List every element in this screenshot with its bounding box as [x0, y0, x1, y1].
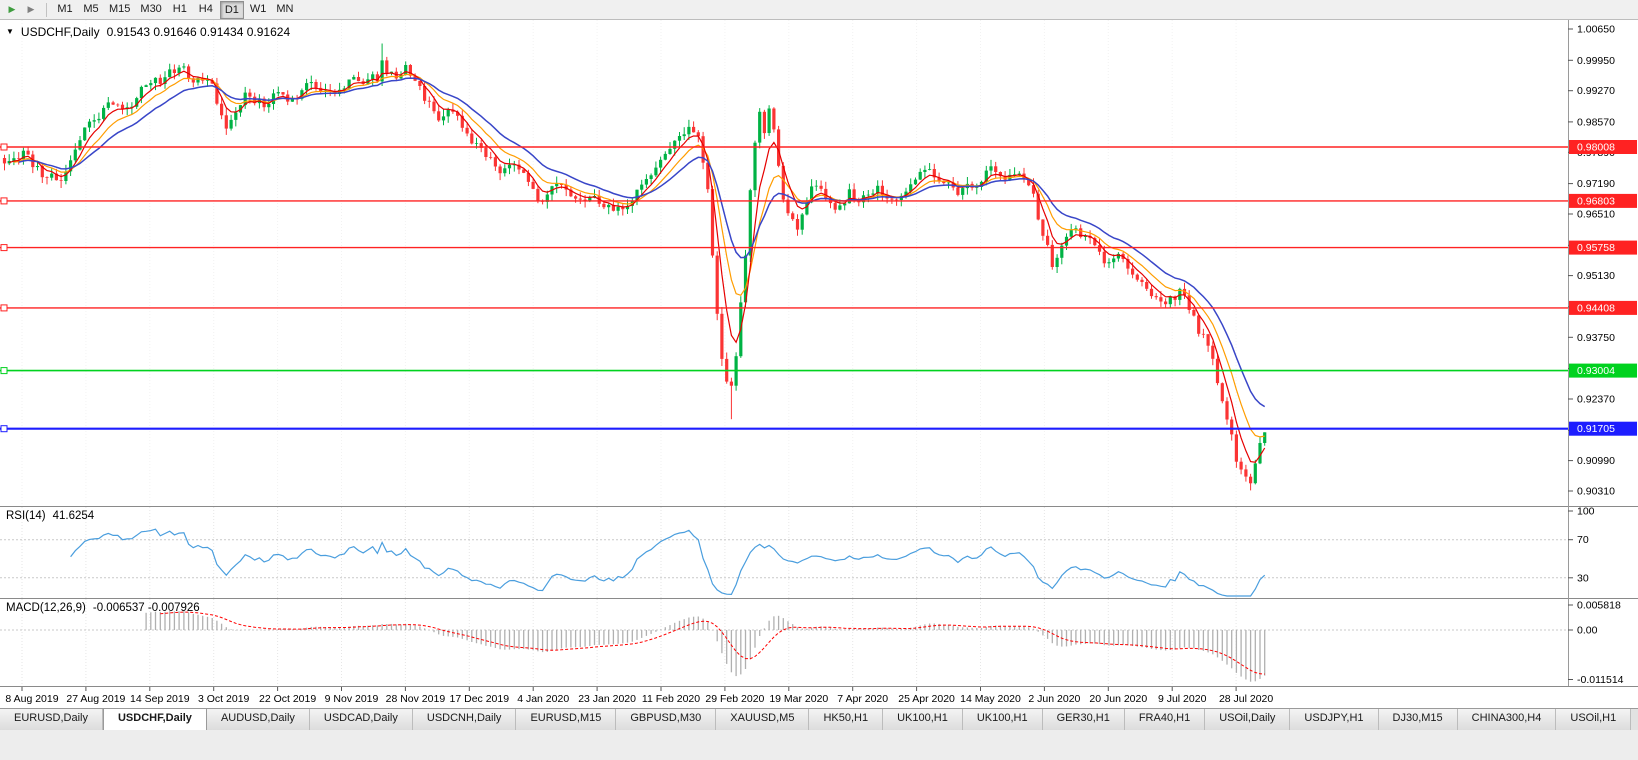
svg-text:0.97190: 0.97190 [1577, 178, 1615, 190]
svg-text:0.94408: 0.94408 [1577, 302, 1615, 314]
chart-tab-bar: EURUSD,Daily USDCHF,Daily AUDUSD,Daily USDC… [0, 708, 1638, 730]
svg-text:0.96510: 0.96510 [1577, 209, 1615, 221]
chart-tab-uk100-h1[interactable]: UK100,H1 [962, 709, 1043, 730]
timeframe-mn[interactable]: MN [276, 2, 294, 15]
macd-values: -0.006537 -0.007926 [92, 602, 200, 614]
svg-text:0.98008: 0.98008 [1577, 142, 1615, 154]
chart-tab-hk50-h1[interactable]: HK50,H1 [809, 709, 884, 730]
svg-text:3 Oct 2019: 3 Oct 2019 [198, 693, 250, 705]
svg-text:1.00650: 1.00650 [1577, 24, 1615, 36]
svg-text:28 Nov 2019: 28 Nov 2019 [386, 693, 446, 705]
timeframe-h1[interactable]: H1 [172, 2, 187, 15]
svg-text:0.00: 0.00 [1577, 625, 1598, 637]
chart-title: ▼ USDCHF,Daily 0.91543 0.91646 0.91434 0… [6, 25, 290, 39]
bottom-spacer [0, 730, 1638, 760]
chart-tab-eurusd-daily[interactable]: EURUSD,Daily [0, 709, 103, 730]
svg-text:0.93004: 0.93004 [1577, 365, 1615, 377]
svg-text:14 Sep 2019: 14 Sep 2019 [130, 693, 190, 705]
svg-text:4 Jan 2020: 4 Jan 2020 [517, 693, 569, 705]
svg-text:19 Mar 2020: 19 Mar 2020 [769, 693, 828, 705]
chart-tab-gbpusd-m30[interactable]: GBPUSD,M30 [616, 709, 717, 730]
collapse-chart-icon[interactable]: ▼ [6, 27, 14, 36]
chart-tab-usoil-h1[interactable]: USOil,H1 [1556, 709, 1632, 730]
candlestick-chart[interactable]: 1.006500.999500.992700.985700.978900.971… [0, 20, 1638, 506]
chart-tab-china300-h4[interactable]: CHINA300,H4 [1457, 709, 1557, 730]
time-axis[interactable]: 8 Aug 2019 27 Aug 2019 14 Sep 2019 3 Oct 20… [0, 686, 1638, 708]
auto-scroll-icon[interactable]: ▶ [8, 4, 16, 14]
timeframe-m5[interactable]: M5 [83, 2, 99, 15]
rsi-value: 41.6254 [52, 510, 95, 522]
chart-tab-xauusd-m5[interactable]: XAUUSD,M5 [716, 709, 810, 730]
chart-tab-audusd-daily[interactable]: AUDUSD,Daily [206, 709, 310, 730]
chart-tab-dj30-m15[interactable]: DJ30,M15 [1378, 709, 1458, 730]
svg-text:23 Jan 2020: 23 Jan 2020 [578, 693, 636, 705]
svg-text:-0.011514: -0.011514 [1577, 674, 1624, 686]
svg-text:28 Jul 2020: 28 Jul 2020 [1219, 693, 1273, 705]
svg-text:0.93750: 0.93750 [1577, 332, 1615, 344]
chart-symbol-period: USDCHF,Daily [20, 25, 100, 39]
chart-tab-usoil-daily[interactable]: USOil,Daily [1205, 709, 1291, 730]
main-chart-panel[interactable]: 1.006500.999500.992700.985700.978900.971… [0, 20, 1638, 506]
svg-text:0.95758: 0.95758 [1577, 242, 1615, 254]
macd-panel[interactable]: 0.005818 0.00 -0.011514 MACD(12,26,9) -0.0… [0, 598, 1638, 686]
svg-text:2 Jun 2020: 2 Jun 2020 [1028, 693, 1080, 705]
chart-tab-uk100-h1[interactable]: UK100,H1 [883, 709, 963, 730]
chart-tab-usdjpy-h1[interactable]: USDJPY,H1 [1290, 709, 1379, 730]
timeframe-w1[interactable]: W1 [249, 2, 267, 15]
chart-ohlc-values: 0.91543 0.91646 0.91434 0.91624 [106, 25, 291, 39]
svg-text:0.99270: 0.99270 [1577, 85, 1615, 97]
rsi-title: RSI(14) 41.6254 [6, 510, 94, 522]
svg-text:7 Apr 2020: 7 Apr 2020 [837, 693, 888, 705]
toolbar-separator [46, 2, 47, 17]
macd-chart[interactable]: 0.005818 0.00 -0.011514 [0, 598, 1638, 686]
svg-text:0.005818: 0.005818 [1577, 600, 1621, 612]
svg-text:9 Nov 2019: 9 Nov 2019 [325, 693, 379, 705]
svg-text:0.98570: 0.98570 [1577, 116, 1615, 128]
svg-text:0.99950: 0.99950 [1577, 55, 1615, 67]
timeframe-m1[interactable]: M1 [57, 2, 73, 15]
svg-text:30: 30 [1577, 572, 1589, 584]
svg-text:11 Feb 2020: 11 Feb 2020 [642, 693, 700, 705]
timeframe-d1[interactable]: D1 [219, 0, 244, 19]
svg-text:0.95130: 0.95130 [1577, 270, 1615, 282]
chart-tab-eurusd-m15[interactable]: EURUSD,M15 [516, 709, 617, 730]
rsi-chart[interactable]: 100 70 30 [0, 506, 1638, 598]
timeframe-m15[interactable]: M15 [109, 2, 131, 15]
chart-tab-usdcad-daily[interactable]: USDCAD,Daily [309, 709, 413, 730]
macd-title: MACD(12,26,9) -0.006537 -0.007926 [6, 602, 200, 614]
rsi-label: RSI(14) [6, 510, 46, 522]
svg-text:0.90310: 0.90310 [1577, 486, 1615, 498]
top-toolbar: ▶ ▶ M1 M5 M15 M30 H1 H4 D1 W1 MN [0, 0, 1638, 20]
svg-text:29 Feb 2020: 29 Feb 2020 [705, 693, 764, 705]
timeframe-h4[interactable]: H4 [198, 2, 213, 15]
chart-tab-usdcnh-daily[interactable]: USDCNH,Daily [412, 709, 517, 730]
svg-text:8 Aug 2019: 8 Aug 2019 [5, 693, 58, 705]
svg-text:27 Aug 2019: 27 Aug 2019 [66, 693, 125, 705]
svg-text:0.91705: 0.91705 [1577, 423, 1615, 435]
svg-text:0.92370: 0.92370 [1577, 394, 1615, 406]
chart-tab-ger30-h1[interactable]: GER30,H1 [1042, 709, 1125, 730]
timeframe-m30[interactable]: M30 [140, 2, 162, 15]
chart-tab-usdchf-daily[interactable]: USDCHF,Daily [102, 709, 207, 730]
rsi-panel[interactable]: 100 70 30 RSI(14) 41.6254 [0, 506, 1638, 598]
svg-text:17 Dec 2019: 17 Dec 2019 [450, 693, 510, 705]
svg-text:0.90990: 0.90990 [1577, 455, 1615, 467]
svg-text:20 Jun 2020: 20 Jun 2020 [1089, 693, 1147, 705]
svg-text:0.96803: 0.96803 [1577, 195, 1615, 207]
chart-tab-fra40-h1[interactable]: FRA40,H1 [1124, 709, 1206, 730]
timeframe-toolbar: M1 M5 M15 M30 H1 H4 D1 W1 MN [53, 0, 297, 19]
svg-text:14 May 2020: 14 May 2020 [960, 693, 1021, 705]
chart-shift-icon[interactable]: ▶ [27, 4, 35, 14]
macd-label: MACD(12,26,9) [6, 602, 86, 614]
svg-text:25 Apr 2020: 25 Apr 2020 [898, 693, 955, 705]
svg-text:9 Jul 2020: 9 Jul 2020 [1158, 693, 1207, 705]
svg-text:22 Oct 2019: 22 Oct 2019 [259, 693, 316, 705]
svg-text:70: 70 [1577, 534, 1589, 546]
svg-text:100: 100 [1577, 506, 1595, 518]
